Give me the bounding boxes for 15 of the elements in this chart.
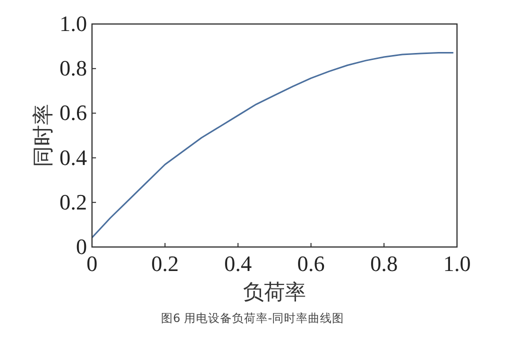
- y-tick-label: 0.6: [60, 100, 87, 126]
- x-tick-label: 0.2: [151, 251, 179, 276]
- x-tick-label: 0.6: [297, 251, 325, 276]
- y-tick-label: 1.0: [60, 11, 87, 36]
- y-axis-title: 同时率: [31, 104, 55, 167]
- x-tick-label: 0.4: [224, 251, 252, 276]
- y-tick-label: 0.8: [60, 56, 87, 81]
- y-tick-label: 0.4: [60, 144, 87, 170]
- y-tick-label: 0: [76, 234, 87, 259]
- line-series: [91, 52, 454, 238]
- x-tick-label: 1.0: [443, 251, 471, 276]
- x-tick-label: 0.8: [370, 251, 398, 276]
- caption: 图6 用电设备负荷率-同时率曲线图: [160, 311, 344, 325]
- y-tick-label: 0.2: [60, 189, 87, 214]
- x-axis-title: 负荷率: [243, 280, 306, 304]
